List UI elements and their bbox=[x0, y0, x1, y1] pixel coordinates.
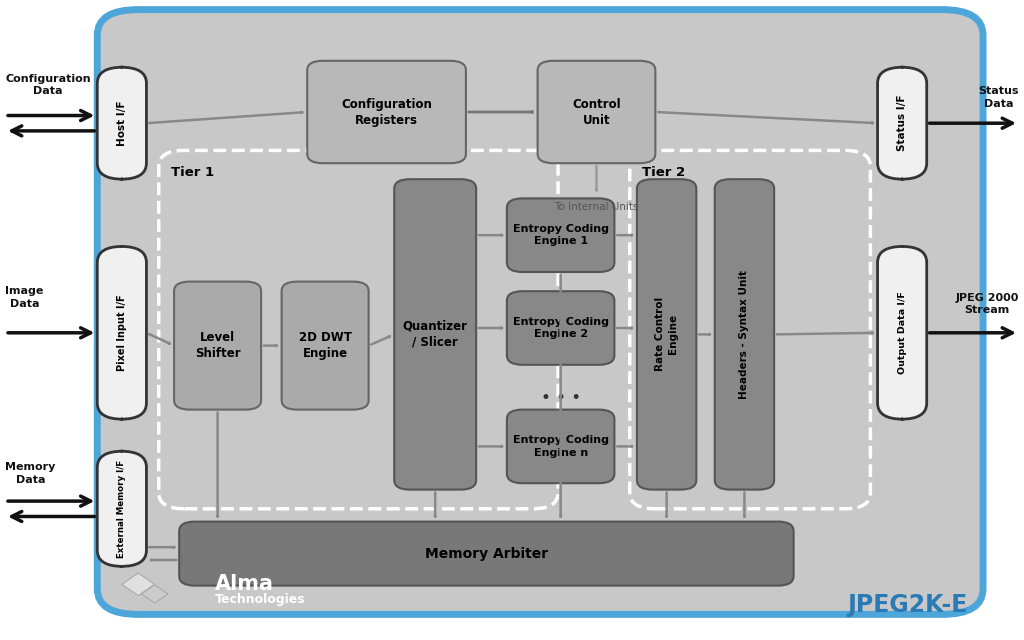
Text: Headers - Syntax Unit: Headers - Syntax Unit bbox=[739, 270, 750, 399]
Text: Memory
Data: Memory Data bbox=[5, 462, 55, 485]
Text: JPEG 2000
Stream: JPEG 2000 Stream bbox=[955, 293, 1019, 316]
FancyBboxPatch shape bbox=[507, 291, 614, 365]
Text: Status
Data: Status Data bbox=[978, 86, 1019, 109]
FancyBboxPatch shape bbox=[307, 61, 466, 163]
Text: JPEG2K-E: JPEG2K-E bbox=[847, 593, 968, 617]
Text: Rate Control
Engine: Rate Control Engine bbox=[655, 298, 678, 371]
FancyBboxPatch shape bbox=[878, 67, 927, 179]
Text: Control
Unit: Control Unit bbox=[572, 97, 621, 127]
FancyBboxPatch shape bbox=[715, 179, 774, 490]
Polygon shape bbox=[122, 573, 155, 596]
Text: Image
Data: Image Data bbox=[5, 287, 43, 309]
FancyBboxPatch shape bbox=[878, 246, 927, 419]
Text: Entropy Coding
Engine 2: Entropy Coding Engine 2 bbox=[513, 317, 608, 339]
FancyBboxPatch shape bbox=[394, 179, 476, 490]
FancyBboxPatch shape bbox=[97, 451, 146, 566]
Text: Tier 2: Tier 2 bbox=[642, 166, 685, 179]
Text: • • •: • • • bbox=[541, 389, 582, 407]
Text: Level
Shifter: Level Shifter bbox=[195, 331, 241, 360]
FancyBboxPatch shape bbox=[97, 10, 983, 614]
Text: Output Data I/F: Output Data I/F bbox=[898, 291, 906, 374]
Text: To Internal Units: To Internal Units bbox=[554, 202, 639, 212]
FancyBboxPatch shape bbox=[179, 522, 794, 586]
FancyBboxPatch shape bbox=[282, 282, 369, 410]
Text: Pixel Input I/F: Pixel Input I/F bbox=[117, 294, 127, 371]
Text: External Memory I/F: External Memory I/F bbox=[118, 460, 126, 558]
FancyBboxPatch shape bbox=[174, 282, 261, 410]
Text: Configuration
Data: Configuration Data bbox=[5, 74, 91, 96]
Text: Host I/F: Host I/F bbox=[117, 100, 127, 146]
Text: Entropy Coding
Engine 1: Entropy Coding Engine 1 bbox=[513, 224, 608, 246]
Text: Configuration
Registers: Configuration Registers bbox=[341, 97, 432, 127]
Polygon shape bbox=[141, 585, 168, 603]
Text: Tier 1: Tier 1 bbox=[171, 166, 214, 179]
FancyBboxPatch shape bbox=[637, 179, 696, 490]
Text: Quantizer
/ Slicer: Quantizer / Slicer bbox=[402, 320, 468, 349]
FancyBboxPatch shape bbox=[538, 61, 655, 163]
Text: 2D DWT
Engine: 2D DWT Engine bbox=[299, 331, 351, 360]
Text: Alma: Alma bbox=[215, 574, 274, 595]
FancyBboxPatch shape bbox=[507, 198, 614, 272]
FancyBboxPatch shape bbox=[507, 410, 614, 483]
Text: Technologies: Technologies bbox=[215, 593, 306, 606]
Text: Status I/F: Status I/F bbox=[897, 95, 907, 152]
Text: Memory Arbiter: Memory Arbiter bbox=[425, 547, 548, 561]
Text: Entropy Coding
Engine n: Entropy Coding Engine n bbox=[513, 435, 608, 458]
FancyBboxPatch shape bbox=[97, 246, 146, 419]
FancyBboxPatch shape bbox=[97, 67, 146, 179]
